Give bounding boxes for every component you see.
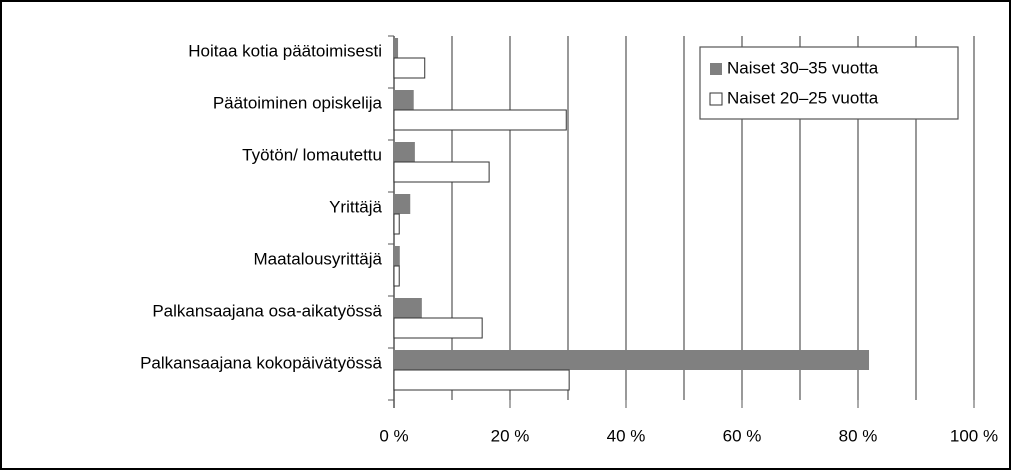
bar [393,369,570,391]
bar [394,38,399,58]
legend-label: Naiset 30–35 vuotta [727,58,879,77]
bar [394,194,411,214]
bar [394,142,415,162]
bar [393,317,483,339]
bar [394,90,414,110]
bar [393,265,400,287]
y-tick-label: Palkansaajana osa-aikatyössä [152,301,382,320]
y-tick-label: Työtön/ lomautettu [242,145,382,164]
x-tick-label: 100 % [950,426,998,445]
x-tick-label: 0 % [379,426,408,445]
x-tick-label: 80 % [839,426,878,445]
y-tick-label: Yrittäjä [329,197,382,216]
y-tick-label: Päätoiminen opiskelija [213,93,383,112]
bar [394,298,422,318]
y-tick-label: Maatalousyrittäjä [253,249,382,268]
bar [393,213,400,235]
bar [394,350,870,370]
legend-label: Naiset 20–25 vuotta [727,88,879,107]
x-tick-label: 60 % [723,426,762,445]
x-tick-label: 20 % [491,426,530,445]
bar [393,57,426,79]
legend-box [699,46,959,120]
bar [393,109,567,131]
y-tick-label: Palkansaajana kokopäivätyössä [140,353,382,372]
y-tick-label: Hoitaa kotia päätoimisesti [188,41,382,60]
legend-swatch [709,92,723,106]
legend-swatch [710,63,722,75]
bar [393,161,490,183]
bar [394,246,400,266]
x-tick-label: 40 % [607,426,646,445]
